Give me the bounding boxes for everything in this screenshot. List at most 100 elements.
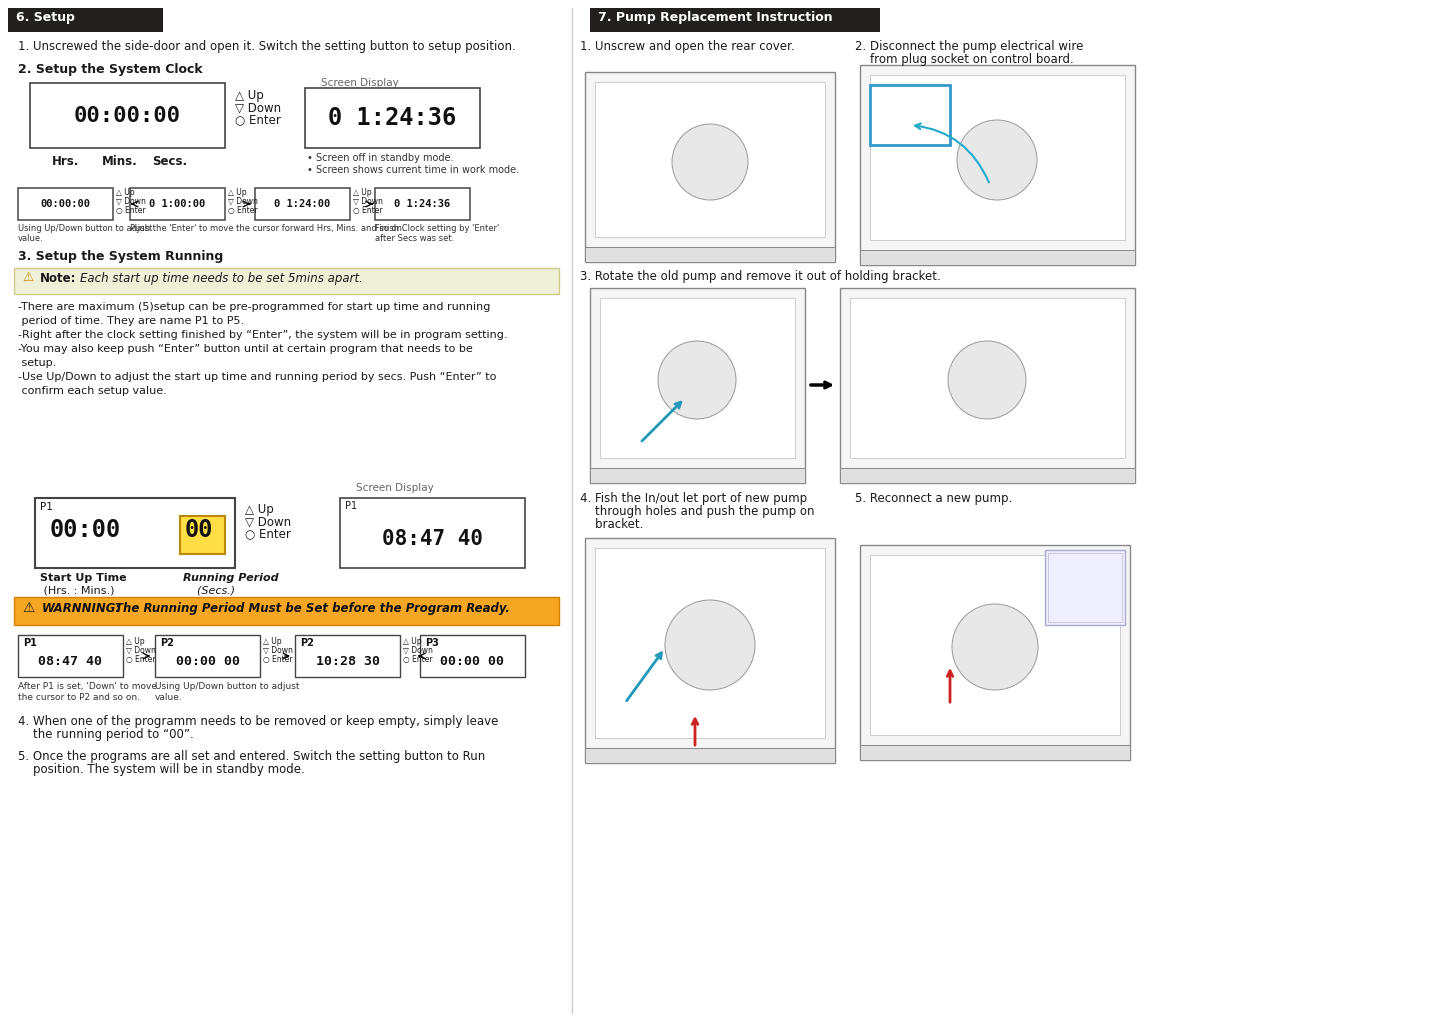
Text: △ Up: △ Up [403,637,422,646]
Text: △ Up: △ Up [236,89,264,102]
Bar [181,516,225,554]
Bar [595,82,825,237]
Text: 00: 00 [185,518,214,542]
Bar [595,548,825,738]
Text: 4. When one of the programm needs to be removed or keep empty, simply leave: 4. When one of the programm needs to be … [17,715,499,728]
Text: Each start up time needs to be set 5mins apart.: Each start up time needs to be set 5mins… [79,272,363,285]
Bar [590,8,880,32]
Text: Using Up/Down button to adjust: Using Up/Down button to adjust [17,224,152,233]
Text: 3. Setup the System Running: 3. Setup the System Running [17,250,223,263]
Text: value.: value. [155,693,182,702]
Text: P2: P2 [160,638,173,648]
Text: △ Up: △ Up [353,188,371,197]
Bar [870,85,949,145]
Bar [860,745,1130,760]
Text: 5. Once the programs are all set and entered. Switch the setting button to Run: 5. Once the programs are all set and ent… [17,750,486,763]
Text: 2. Setup the System Clock: 2. Setup the System Clock [17,63,202,76]
Bar [305,88,480,148]
Text: P3: P3 [425,638,439,648]
Text: -Use Up/Down to adjust the start up time and running period by secs. Push “Enter: -Use Up/Down to adjust the start up time… [17,372,497,382]
Text: Screen Display: Screen Display [321,78,399,88]
Text: -Right after the clock setting finished by “Enter”, the system will be in progra: -Right after the clock setting finished … [17,330,507,340]
Bar [860,250,1134,265]
Text: 10:28 30: 10:28 30 [315,655,380,668]
Text: △ Up: △ Up [263,637,282,646]
Text: • Screen shows current time in work mode.: • Screen shows current time in work mode… [306,165,519,175]
Text: 00:00:00: 00:00:00 [40,199,91,209]
Text: △ Up: △ Up [116,188,134,197]
Text: 1. Unscrew and open the rear cover.: 1. Unscrew and open the rear cover. [579,40,795,53]
Text: ○ Enter: ○ Enter [353,206,383,215]
Bar [850,298,1126,458]
Bar [590,468,805,483]
Text: 0 1:24:00: 0 1:24:00 [275,199,331,209]
Circle shape [957,120,1038,200]
Text: ○ Enter: ○ Enter [263,655,293,664]
Text: Screen Display: Screen Display [355,483,433,493]
Text: After P1 is set, 'Down' to move: After P1 is set, 'Down' to move [17,682,158,691]
Bar [590,288,805,483]
Text: Hrs.: Hrs. [52,155,79,168]
Text: 0 1:24:36: 0 1:24:36 [328,106,457,130]
Text: ⚠: ⚠ [22,271,33,284]
Text: ▽ Down: ▽ Down [403,646,434,655]
Text: ⚠: ⚠ [22,601,35,615]
Text: ▽ Down: ▽ Down [116,197,146,206]
Bar [585,538,835,763]
Text: ○ Enter: ○ Enter [126,655,156,664]
Text: -You may also keep push “Enter” button until at certain program that needs to be: -You may also keep push “Enter” button u… [17,344,473,354]
Text: 08:47 40: 08:47 40 [381,529,483,549]
Text: P1: P1 [345,501,357,510]
Bar [420,635,525,677]
Text: 08:47 40: 08:47 40 [39,655,103,668]
Bar [254,188,350,220]
Text: setup.: setup. [17,358,56,368]
Text: after Secs was set.: after Secs was set. [376,234,454,243]
Text: WARNNING:: WARNNING: [42,602,121,615]
Bar [585,748,835,763]
Text: 0 1:00:00: 0 1:00:00 [149,199,205,209]
Text: The Running Period Must be Set before the Program Ready.: The Running Period Must be Set before th… [116,602,510,615]
Bar [585,72,835,262]
Circle shape [657,341,736,419]
Text: 00:00 00: 00:00 00 [441,655,504,668]
Bar [17,635,123,677]
Text: 1. Unscrewed the side-door and open it. Switch the setting button to setup posit: 1. Unscrewed the side-door and open it. … [17,40,516,53]
Bar [155,635,260,677]
Bar [376,188,470,220]
Circle shape [672,124,749,200]
Text: ○ Enter: ○ Enter [116,206,146,215]
Bar [1045,550,1126,625]
Text: 2. Disconnect the pump electrical wire: 2. Disconnect the pump electrical wire [855,40,1084,53]
Text: △ Up: △ Up [246,503,273,516]
Text: 00:00:00: 00:00:00 [74,105,181,126]
Text: 6. Setup: 6. Setup [16,11,75,25]
Text: Running Period: Running Period [184,573,279,583]
Text: position. The system will be in standby mode.: position. The system will be in standby … [17,763,305,776]
Text: ▽ Down: ▽ Down [353,197,383,206]
Bar [340,498,525,568]
Bar [840,468,1134,483]
Text: ○ Enter: ○ Enter [228,206,257,215]
Bar [35,498,236,568]
Bar [860,545,1130,760]
Text: Finish Clock setting by 'Enter': Finish Clock setting by 'Enter' [376,224,500,233]
Text: the cursor to P2 and so on.: the cursor to P2 and so on. [17,693,140,702]
Text: 7. Pump Replacement Instruction: 7. Pump Replacement Instruction [598,11,832,25]
Circle shape [665,600,754,690]
Bar [130,188,225,220]
Circle shape [948,341,1026,419]
Bar [14,597,559,625]
Bar [585,247,835,262]
Text: Mins.: Mins. [103,155,137,168]
Text: 4. Fish the In/out let port of new pump: 4. Fish the In/out let port of new pump [579,492,808,505]
Bar [30,83,225,148]
Text: Push the 'Enter' to move the cursor forward Hrs, Mins. and so on.: Push the 'Enter' to move the cursor forw… [130,224,405,233]
Bar [870,555,1120,735]
Text: 3. Rotate the old pump and remove it out of holding bracket.: 3. Rotate the old pump and remove it out… [579,270,941,283]
Bar [600,298,795,458]
Text: from plug socket on control board.: from plug socket on control board. [855,53,1074,66]
Text: bracket.: bracket. [579,518,643,531]
Text: confirm each setup value.: confirm each setup value. [17,386,166,396]
Text: period of time. They are name P1 to P5.: period of time. They are name P1 to P5. [17,317,244,326]
